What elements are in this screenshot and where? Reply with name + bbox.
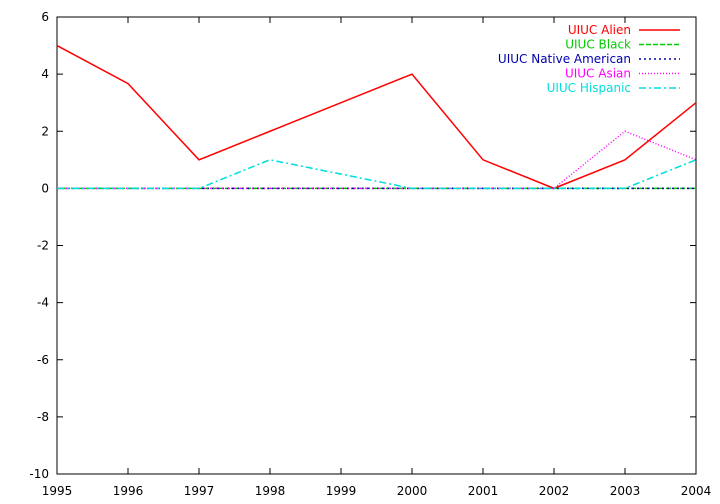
y-tick-label: -4 <box>37 296 49 310</box>
x-tick-label: 1998 <box>255 484 286 498</box>
x-tick-label: 2003 <box>610 484 641 498</box>
x-tick-label: 2004 <box>681 484 712 498</box>
x-tick-label: 2000 <box>397 484 428 498</box>
y-tick-label: 6 <box>41 10 49 24</box>
legend-label: UIUC Asian <box>565 67 631 81</box>
series-lines <box>56 44 697 190</box>
y-tick-label: 4 <box>41 67 49 81</box>
x-tick-label: 1997 <box>184 484 215 498</box>
x-tick-label: 2002 <box>539 484 570 498</box>
x-tick-label: 1995 <box>42 484 73 498</box>
legend-label: UIUC Native American <box>498 52 631 66</box>
y-tick-label: -2 <box>37 239 49 253</box>
legend-label: UIUC Hispanic <box>547 81 631 95</box>
axes: 6 4 2 0 -2 -4 -6 -8 -10 1995 1996 1997 1998 1999 2000 2… <box>29 10 711 498</box>
y-tick-label: -8 <box>37 410 49 424</box>
x-tick-label: 1996 <box>113 484 144 498</box>
x-tick-label: 1999 <box>326 484 357 498</box>
series-line-4 <box>57 159 697 190</box>
legend-label: UIUC Black <box>565 38 631 52</box>
y-tick-label: -6 <box>37 353 49 367</box>
y-tick-label: 0 <box>41 181 49 195</box>
legend-label: UIUC Alien <box>568 23 631 37</box>
y-tick-label: 2 <box>41 124 49 138</box>
series-line-0 <box>56 44 697 190</box>
x-tick-label: 2001 <box>468 484 499 498</box>
series-line-3 <box>57 130 697 190</box>
y-tick-label: -10 <box>29 467 49 481</box>
